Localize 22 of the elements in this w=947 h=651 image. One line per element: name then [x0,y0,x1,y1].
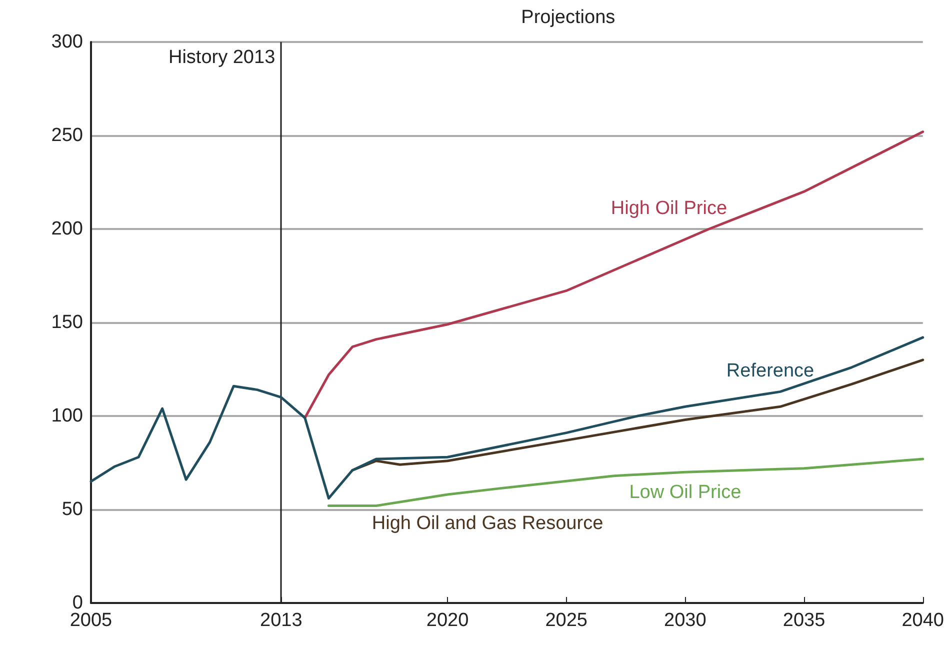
ref-line-label: History 2013 [168,47,276,68]
series-label: Reference [726,360,814,382]
text: High Oil and Gas Resource [372,512,604,534]
y-tick-label: 200 [51,218,83,240]
x-tick-label: 2025 [545,610,588,631]
y-tick-label: 150 [51,312,83,333]
y-tick-label: 250 [51,125,83,146]
y-tick-label: 50 [62,499,83,520]
x-tick-label: 2040 [902,610,944,631]
x-tick-label: 2035 [782,610,826,631]
line-series [90,336,924,500]
series-label: High Oil Price [610,198,728,219]
line-series [327,458,924,508]
x-tick-label: 2013 [260,610,302,631]
line-series [351,358,924,472]
y-tick-label: 300 [51,32,83,52]
x-tick-label: 2030 [664,610,706,631]
x-tick-label: 2020 [426,610,469,631]
y-tick-label: 100 [51,406,83,426]
series-label: Low Oil Price [629,482,742,504]
text: Projections [521,7,616,28]
line-series [304,130,924,420]
